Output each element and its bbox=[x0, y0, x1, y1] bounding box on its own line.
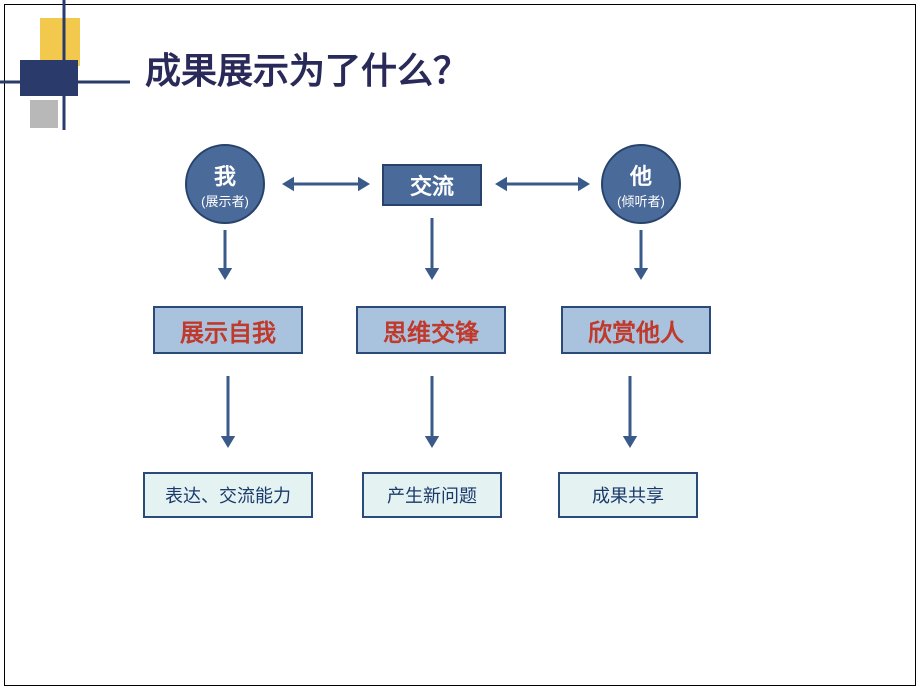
node-exchange: 交流 bbox=[382, 164, 482, 206]
box-share: 成果共享 bbox=[558, 472, 698, 518]
corner-decoration bbox=[0, 0, 140, 140]
box-appreciate-label: 欣赏他人 bbox=[588, 313, 684, 348]
node-listener-main: 他 bbox=[630, 159, 652, 191]
box-express: 表达、交流能力 bbox=[143, 472, 313, 518]
box-thought-clash-label: 思维交锋 bbox=[383, 313, 479, 348]
box-new-problem-label: 产生新问题 bbox=[387, 482, 477, 508]
box-share-label: 成果共享 bbox=[592, 482, 664, 508]
slide-title: 成果展示为了什么？ bbox=[145, 42, 469, 94]
box-show-self-label: 展示自我 bbox=[180, 313, 276, 348]
node-presenter: 我 (展示者) bbox=[185, 144, 265, 224]
box-thought-clash: 思维交锋 bbox=[356, 306, 506, 354]
node-presenter-sub: (展示者) bbox=[201, 191, 249, 210]
node-presenter-main: 我 bbox=[214, 159, 236, 191]
box-show-self: 展示自我 bbox=[153, 306, 303, 354]
node-listener-sub: (倾听者) bbox=[617, 191, 665, 210]
node-exchange-label: 交流 bbox=[410, 169, 454, 201]
node-listener: 他 (倾听者) bbox=[601, 144, 681, 224]
box-express-label: 表达、交流能力 bbox=[165, 482, 291, 508]
box-new-problem: 产生新问题 bbox=[362, 472, 502, 518]
box-appreciate: 欣赏他人 bbox=[561, 306, 711, 354]
